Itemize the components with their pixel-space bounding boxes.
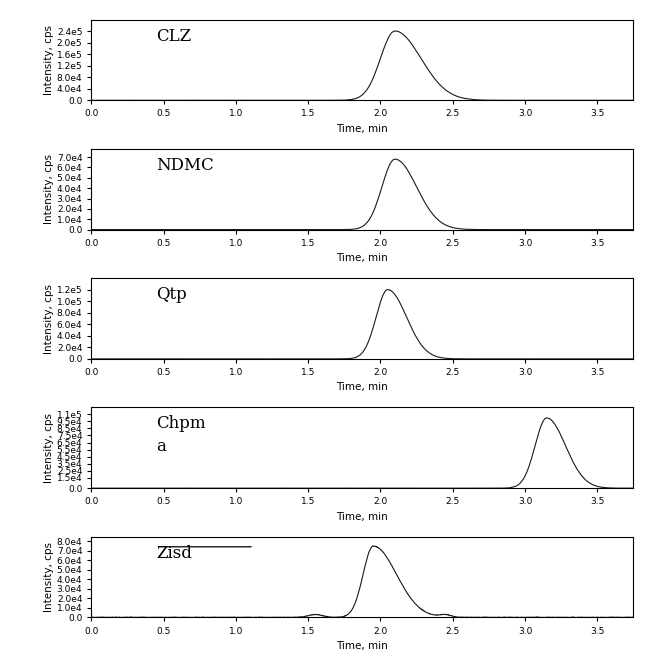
Y-axis label: Intensity, cps: Intensity, cps bbox=[44, 283, 54, 354]
X-axis label: Time, min: Time, min bbox=[336, 641, 389, 650]
Text: a: a bbox=[157, 438, 167, 455]
Text: Qtp: Qtp bbox=[157, 286, 187, 303]
X-axis label: Time, min: Time, min bbox=[336, 382, 389, 393]
Y-axis label: Intensity, cps: Intensity, cps bbox=[44, 25, 54, 95]
Y-axis label: Intensity, cps: Intensity, cps bbox=[44, 154, 54, 224]
Text: Chpm: Chpm bbox=[157, 415, 206, 432]
X-axis label: Time, min: Time, min bbox=[336, 254, 389, 263]
Text: Zisd: Zisd bbox=[157, 545, 193, 562]
Y-axis label: Intensity, cps: Intensity, cps bbox=[44, 413, 54, 483]
X-axis label: Time, min: Time, min bbox=[336, 512, 389, 522]
Text: NDMC: NDMC bbox=[157, 157, 214, 174]
Text: CLZ: CLZ bbox=[157, 27, 191, 45]
X-axis label: Time, min: Time, min bbox=[336, 124, 389, 134]
Y-axis label: Intensity, cps: Intensity, cps bbox=[44, 542, 54, 612]
